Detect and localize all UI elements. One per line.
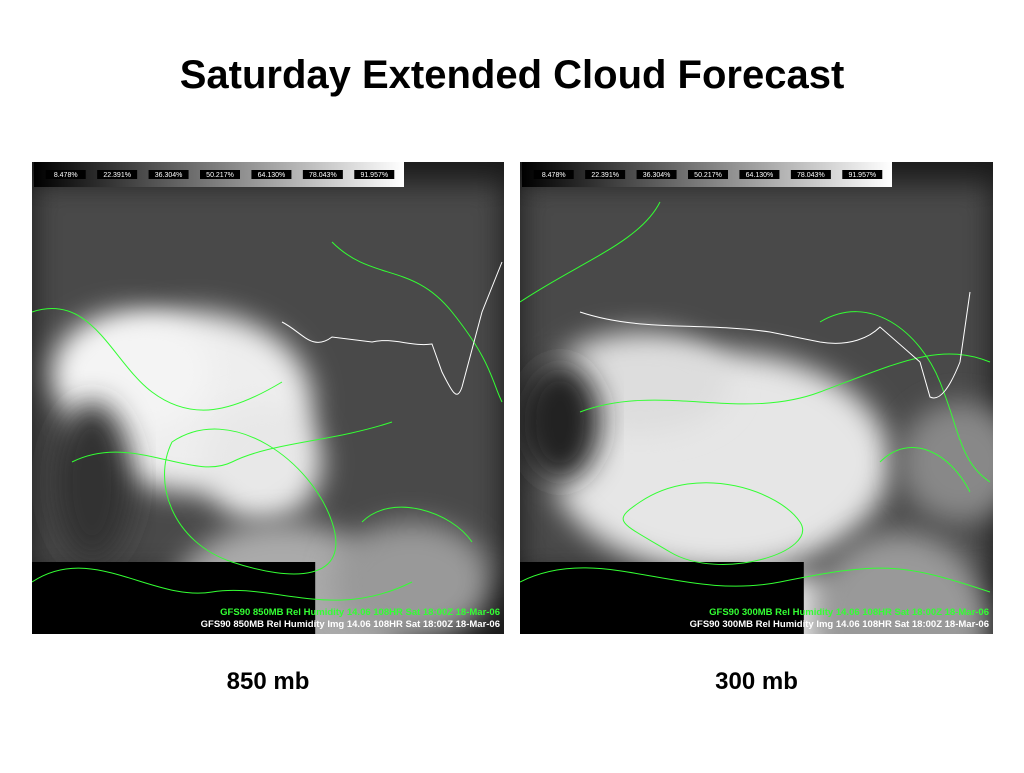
rh-contour — [520, 567, 991, 593]
colorbar-label: 78.043% — [797, 172, 825, 179]
cloud-field — [520, 362, 600, 482]
rh-contour — [32, 308, 283, 411]
colorbar-label-box — [302, 170, 343, 179]
map-caption: GFS90 850MB Rel Humidity Img 14.06 108HR… — [201, 619, 500, 630]
rh-contour — [71, 421, 393, 468]
rh-contour — [819, 311, 991, 483]
colorbar-label: 91.957% — [848, 172, 876, 179]
rh-contour — [520, 201, 661, 303]
coastline — [281, 261, 503, 395]
cloud-field — [202, 402, 322, 522]
colorbar-label-box — [45, 170, 86, 179]
slide-title: Saturday Extended Cloud Forecast — [180, 53, 845, 97]
rh-contour — [164, 428, 337, 575]
rh-contour — [879, 447, 971, 493]
cloud-field — [900, 402, 993, 522]
rh-contour — [32, 567, 413, 601]
cloud-field — [810, 532, 990, 634]
colorbar-label-box — [200, 170, 240, 179]
map-panel: 8.478% 22.391% 36.304% 50.217% 64.130% 78.043… — [520, 162, 993, 634]
colorbar-label-box — [533, 170, 574, 179]
colorbar-label: 64.130% — [746, 172, 774, 179]
colorbar-label: 78.043% — [309, 172, 337, 179]
colorbar-label: 8.478% — [54, 172, 78, 179]
map-caption: GFS90 850MB Rel Humidity 14.06 108HR Sat… — [220, 607, 500, 618]
rh-contour — [579, 353, 991, 413]
rh-contour — [622, 482, 803, 565]
south-mask — [32, 562, 316, 634]
south-mask — [520, 562, 804, 634]
map-caption: GFS90 300MB Rel Humidity Img 14.06 108HR… — [690, 619, 989, 630]
colorbar-label: 22.391% — [103, 172, 131, 179]
colorbar-label: 50.217% — [694, 172, 722, 179]
colorbar-label-box — [739, 170, 780, 179]
colorbar-label: 36.304% — [643, 172, 671, 179]
rh-contour — [331, 241, 503, 403]
colorbar-label-box — [585, 170, 626, 179]
colorbar-label: 8.478% — [542, 172, 566, 179]
map-caption: GFS90 300MB Rel Humidity 14.06 108HR Sat… — [709, 607, 989, 618]
colorbar-label-box — [790, 170, 831, 179]
colorbar-label: 91.957% — [360, 172, 388, 179]
colorbar-label: 22.391% — [591, 172, 619, 179]
colorbar-label-box — [251, 170, 292, 179]
colorbar-label-box — [148, 170, 189, 179]
colorbar-label-box — [688, 170, 728, 179]
colorbar-label: 36.304% — [155, 172, 183, 179]
panel-label: 300 mb — [715, 668, 798, 695]
coastline — [579, 291, 971, 399]
colorbar-label: 64.130% — [258, 172, 286, 179]
colorbar-label-box — [354, 170, 395, 179]
cloud-field — [52, 402, 132, 562]
cloud-field — [332, 522, 492, 634]
colorbar-label: 50.217% — [206, 172, 234, 179]
map-panel: 8.478% 22.391% 36.304% 50.217% 64.130% 78.043… — [32, 162, 504, 634]
colorbar-label-box — [842, 170, 883, 179]
rh-contour — [361, 506, 473, 543]
colorbar-label-box — [97, 170, 138, 179]
colorbar-label-box — [636, 170, 677, 179]
panel-label: 850 mb — [227, 668, 310, 695]
